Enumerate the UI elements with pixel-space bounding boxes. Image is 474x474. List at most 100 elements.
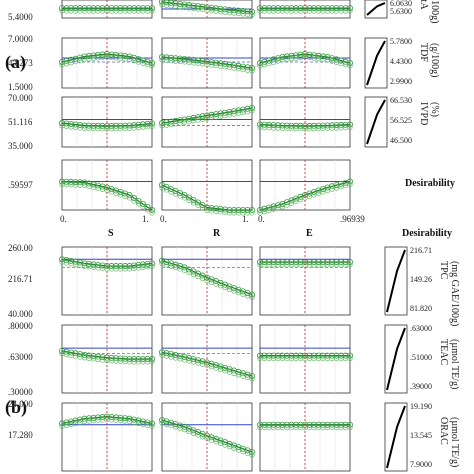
- right-tick-0-1-2: 2.9900: [390, 77, 412, 86]
- curve-point-0-3-0-20: [148, 206, 155, 213]
- curve-point-0-1-2-8: [292, 52, 299, 59]
- curve-point-0-2-2-0: [256, 121, 263, 128]
- curve-point-1-1-0-13: [117, 355, 124, 362]
- curve-point-1-0-0-7: [90, 261, 97, 268]
- curve-point-1-2-2-15: [324, 421, 331, 428]
- curve-point-0-0-0-4: [77, 5, 84, 12]
- curve-band-0-3-0-7: [91, 185, 97, 191]
- curve-point-1-1-2-6: [283, 352, 290, 359]
- curve-point-1-0-2-1: [261, 258, 268, 265]
- curve-point-0-2-2-2: [265, 121, 272, 128]
- curve-point-0-3-2-17: [333, 182, 340, 189]
- xtick-right-0-1: 1.: [242, 214, 249, 224]
- curve-point-0-0-0-8: [95, 5, 102, 12]
- curve-point-1-2-2-0: [256, 421, 263, 428]
- curve-point-0-1-0-8: [95, 52, 102, 59]
- curve-point-1-1-0-0: [59, 347, 66, 354]
- curve-point-0-0-0-17: [135, 5, 142, 12]
- curve-point-0-2-2-8: [292, 122, 299, 129]
- curve-point-1-0-0-12: [113, 263, 120, 270]
- curve-band-0-1-2-0: [257, 63, 263, 69]
- curve-point-0-3-0-4: [77, 179, 84, 186]
- curve-point-1-0-2-3: [270, 258, 277, 265]
- curve-point-0-0-0-14: [122, 5, 129, 12]
- curve-band-0-0-1-20: [249, 12, 255, 18]
- curve-point-0-1-0-14: [122, 53, 129, 60]
- curve-point-1-1-0-1: [63, 348, 70, 355]
- xtick-left-0-1: 0.: [160, 214, 167, 224]
- curve-point-0-0-1-3: [172, 0, 179, 7]
- curve-band-0-3-2-2: [266, 208, 272, 214]
- curve-point-0-0-2-6: [283, 5, 290, 12]
- curve-point-0-0-2-14: [319, 5, 326, 12]
- curve-point-0-2-0-14: [122, 122, 129, 129]
- curve-point-0-3-0-5: [81, 179, 88, 186]
- curve-point-0-2-1-19: [244, 105, 251, 112]
- curve-point-0-0-0-6: [86, 5, 93, 12]
- curve-point-0-3-1-20: [248, 206, 255, 213]
- curve-point-0-1-1-14: [221, 60, 228, 67]
- curve-band-1-1-2-20: [347, 356, 353, 362]
- curve-point-1-2-0-11: [108, 414, 115, 421]
- curve-band-0-1-2-20: [347, 63, 353, 69]
- curve-point-0-2-2-5: [279, 122, 286, 129]
- curve-point-0-1-1-16: [230, 62, 237, 69]
- curve-point-1-0-2-4: [274, 258, 281, 265]
- curve-point-1-0-0-1: [63, 257, 70, 264]
- curve-point-1-2-0-3: [72, 417, 79, 424]
- curve-point-1-1-0-16: [130, 355, 137, 362]
- curve-point-0-1-2-15: [324, 54, 331, 61]
- curve-point-0-0-0-20: [148, 5, 155, 12]
- curve-point-0-2-0-17: [135, 121, 142, 128]
- panel-a-label: (a): [5, 52, 26, 72]
- curve-band-0-0-0-20: [149, 8, 155, 14]
- curve-point-0-0-1-20: [248, 8, 255, 15]
- curve-point-0-1-2-4: [274, 55, 281, 62]
- curve-point-1-2-2-5: [279, 421, 286, 428]
- curve-point-1-2-2-6: [283, 421, 290, 428]
- curve-point-0-1-0-9: [99, 51, 106, 58]
- right-tick-1-2-0: 19.190: [410, 402, 432, 411]
- curve-point-0-2-2-18: [337, 121, 344, 128]
- curve-point-1-0-0-4: [77, 259, 84, 266]
- xtick-left-0-0: 0.: [60, 214, 67, 224]
- curve-point-1-1-0-2: [68, 349, 75, 356]
- curve-point-0-1-0-4: [77, 54, 84, 61]
- curve-point-1-1-2-11: [306, 352, 313, 359]
- curve-point-0-2-0-2: [68, 121, 75, 128]
- curve-point-0-0-0-3: [72, 5, 79, 12]
- right-tick-1-1-0: .63000: [410, 324, 432, 333]
- curve-point-1-2-2-14: [319, 421, 326, 428]
- curve-point-1-1-2-7: [288, 352, 295, 359]
- curve-point-0-0-2-5: [279, 5, 286, 12]
- curve-0-3-2: [259, 180, 351, 211]
- curve-point-1-2-0-5: [81, 415, 88, 422]
- curve-point-0-2-1-6: [185, 115, 192, 122]
- curve-band-0-3-2-8: [293, 199, 299, 205]
- curve-point-0-1-1-17: [235, 62, 242, 69]
- curve-point-0-0-2-12: [310, 5, 317, 12]
- curve-point-0-0-1-12: [212, 5, 219, 12]
- curve-point-0-3-0-0: [59, 178, 66, 185]
- curve-point-1-2-2-12: [310, 421, 317, 428]
- curve-band-0-3-1-14: [222, 210, 228, 216]
- curve-0-1-1: [161, 56, 253, 69]
- panel-b-label: (b): [5, 397, 27, 417]
- curve-point-0-1-2-16: [328, 55, 335, 62]
- curve-point-0-3-1-13: [217, 205, 224, 212]
- curve-point-0-1-1-20: [248, 65, 255, 72]
- curve-band-0-1-2-4: [275, 58, 281, 64]
- curve-point-0-0-1-15: [226, 6, 233, 13]
- curve-1-0-0: [61, 258, 153, 267]
- right-tick-0-1-0: 5.7800: [390, 37, 412, 46]
- curve-band-0-1-0-1: [64, 61, 70, 67]
- curve-point-0-1-2-14: [319, 53, 326, 60]
- curve-point-0-0-1-9: [199, 3, 206, 10]
- curve-point-0-1-2-0: [256, 60, 263, 67]
- curve-point-0-1-1-3: [172, 55, 179, 62]
- curve-point-0-3-1-11: [208, 204, 215, 211]
- curve-point-0-2-1-20: [248, 105, 255, 112]
- curve-point-0-2-2-16: [328, 122, 335, 129]
- curve-point-0-3-1-12: [212, 205, 219, 212]
- curve-band-1-1-1-20: [249, 376, 255, 382]
